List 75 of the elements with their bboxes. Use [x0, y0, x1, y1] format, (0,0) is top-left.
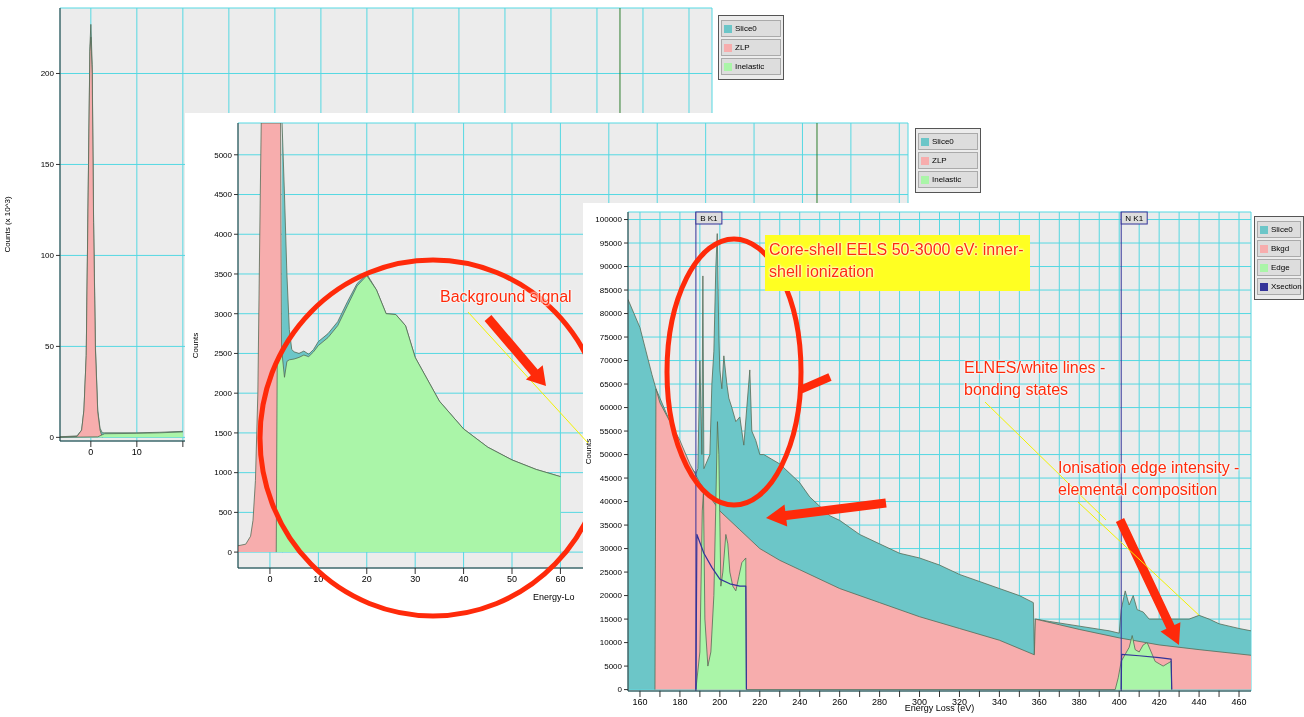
y-tick-label: 2000	[214, 389, 233, 399]
y-tick-label: 3500	[214, 269, 233, 279]
legend-label: ZLP	[932, 156, 947, 165]
y-tick-label: 40000	[599, 497, 623, 507]
x-tick-label: 460	[1231, 697, 1247, 708]
legend-label: Inelastic	[932, 175, 962, 184]
x-tick-label: 50	[507, 574, 518, 585]
y-axis-title: Counts (x 10^3)	[3, 196, 12, 253]
x-axis-title: Energy-Lo	[533, 592, 575, 602]
x-tick-label: 440	[1191, 697, 1207, 708]
x-tick-label: 160	[632, 697, 648, 708]
y-tick-label: 65000	[599, 379, 623, 389]
annotation: Core-shell EELS 50-3000 eV: inner-shell ionization	[765, 235, 1030, 291]
y-tick-label: 35000	[599, 520, 623, 530]
y-tick-label: 500	[218, 508, 233, 518]
y-tick-label: 80000	[599, 309, 623, 319]
y-tick-label: 100000	[595, 215, 623, 225]
y-tick-label: 90000	[599, 262, 623, 272]
y-tick-label: 15000	[599, 614, 623, 624]
legend-label: Slice0	[932, 137, 954, 146]
y-tick-label: 3000	[214, 309, 233, 319]
x-tick-label: 420	[1151, 697, 1167, 708]
x-tick-label: 240	[792, 697, 808, 708]
y-axis-title: Counts	[191, 332, 200, 359]
y-tick-label: 55000	[599, 426, 623, 436]
legend-label: ZLP	[735, 43, 750, 52]
y-tick-label: 70000	[599, 356, 623, 366]
x-tick-label: 340	[991, 697, 1007, 708]
x-tick-label: 380	[1071, 697, 1087, 708]
legend-label: Xsection	[1271, 282, 1302, 291]
y-tick-label: 30000	[599, 544, 623, 554]
y-tick-label: 200	[40, 69, 55, 79]
legend-label: Edge	[1271, 263, 1290, 272]
legend-label: Slice0	[735, 24, 757, 33]
x-tick-label: 260	[832, 697, 848, 708]
y-tick-label: 45000	[599, 473, 623, 483]
y-tick-label: 5000	[214, 150, 233, 160]
y-tick-label: 10000	[599, 638, 623, 648]
y-tick-label: 95000	[599, 238, 623, 248]
x-tick-label: 0	[267, 574, 273, 585]
y-tick-label: 0	[617, 685, 623, 695]
y-tick-label: 4000	[214, 230, 233, 240]
y-tick-label: 1500	[214, 428, 233, 438]
y-tick-label: 50000	[599, 450, 623, 460]
y-tick-label: 4500	[214, 190, 233, 200]
legend-label: Slice0	[1271, 225, 1293, 234]
x-tick-label: 10	[131, 447, 142, 458]
y-tick-label: 25000	[599, 567, 623, 577]
x-tick-label: 280	[872, 697, 888, 708]
y-tick-label: 0	[227, 547, 233, 557]
y-tick-label: 60000	[599, 403, 623, 413]
y-tick-label: 150	[40, 160, 55, 170]
y-axis-title: Counts	[584, 438, 593, 465]
y-tick-label: 20000	[599, 591, 623, 601]
y-tick-label: 1000	[214, 468, 233, 478]
x-tick-label: 40	[458, 574, 469, 585]
x-tick-label: 180	[672, 697, 688, 708]
ref-line-label: N K1	[1125, 214, 1144, 223]
x-tick-label: 400	[1111, 697, 1127, 708]
legend-label: Inelastic	[735, 62, 765, 71]
x-tick-label: 200	[712, 697, 728, 708]
ref-line-label: B K1	[700, 214, 719, 223]
y-tick-label: 2500	[214, 349, 233, 359]
y-tick-label: 50	[45, 342, 55, 352]
y-tick-label: 0	[49, 433, 55, 443]
x-tick-label: 30	[410, 574, 421, 585]
y-tick-label: 100	[40, 251, 55, 261]
x-tick-label: 60	[555, 574, 566, 585]
x-tick-label: 360	[1031, 697, 1047, 708]
x-tick-label: 220	[752, 697, 768, 708]
y-tick-label: 5000	[604, 661, 623, 671]
x-tick-label: 20	[361, 574, 372, 585]
legend-label: Bkgd	[1271, 244, 1290, 253]
y-tick-label: 75000	[599, 332, 623, 342]
y-tick-label: 85000	[599, 285, 623, 295]
